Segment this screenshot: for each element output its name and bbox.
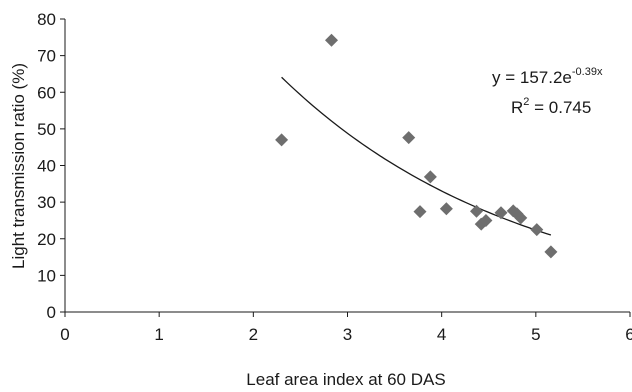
y-tick-label: 80 [37, 10, 56, 29]
x-axis-ticks: 0 1 2 3 4 5 6 [60, 312, 632, 344]
data-points [275, 33, 558, 259]
y-axis-label: Light transmission ratio (%) [9, 63, 28, 269]
data-point-diamond [423, 170, 437, 184]
x-tick-label: 1 [154, 325, 163, 344]
y-tick-label: 60 [37, 83, 56, 102]
y-tick-label: 40 [37, 157, 56, 176]
x-tick-label: 5 [531, 325, 540, 344]
y-tick-label: 70 [37, 47, 56, 66]
y-tick-label: 20 [37, 230, 56, 249]
y-axis-ticks: 0 10 20 30 40 50 60 70 80 [37, 10, 65, 322]
x-tick-label: 3 [343, 325, 352, 344]
axes [64, 19, 630, 313]
data-point-diamond [530, 223, 544, 237]
data-point-diamond [514, 211, 528, 225]
data-point-diamond [494, 206, 508, 220]
y-tick-label: 50 [37, 120, 56, 139]
x-tick-label: 0 [60, 325, 69, 344]
x-tick-label: 6 [625, 325, 632, 344]
data-point-diamond [439, 202, 453, 216]
data-point-diamond [479, 213, 493, 227]
trendline [281, 76, 552, 236]
y-tick-label: 0 [47, 303, 56, 322]
data-point-diamond [413, 205, 427, 219]
r-squared-label: R2 = 0.745 [511, 96, 591, 117]
data-point-diamond [470, 204, 484, 218]
data-point-diamond [544, 245, 558, 259]
equation-label: y = 157.2e-0.39x [492, 66, 603, 87]
data-point-diamond [275, 133, 289, 147]
x-axis-label: Leaf area index at 60 DAS [246, 370, 445, 389]
x-tick-label: 4 [437, 325, 446, 344]
y-tick-label: 30 [37, 193, 56, 212]
data-point-diamond [324, 33, 338, 47]
data-point-diamond [402, 131, 416, 145]
x-tick-label: 2 [249, 325, 258, 344]
y-tick-label: 10 [37, 266, 56, 285]
